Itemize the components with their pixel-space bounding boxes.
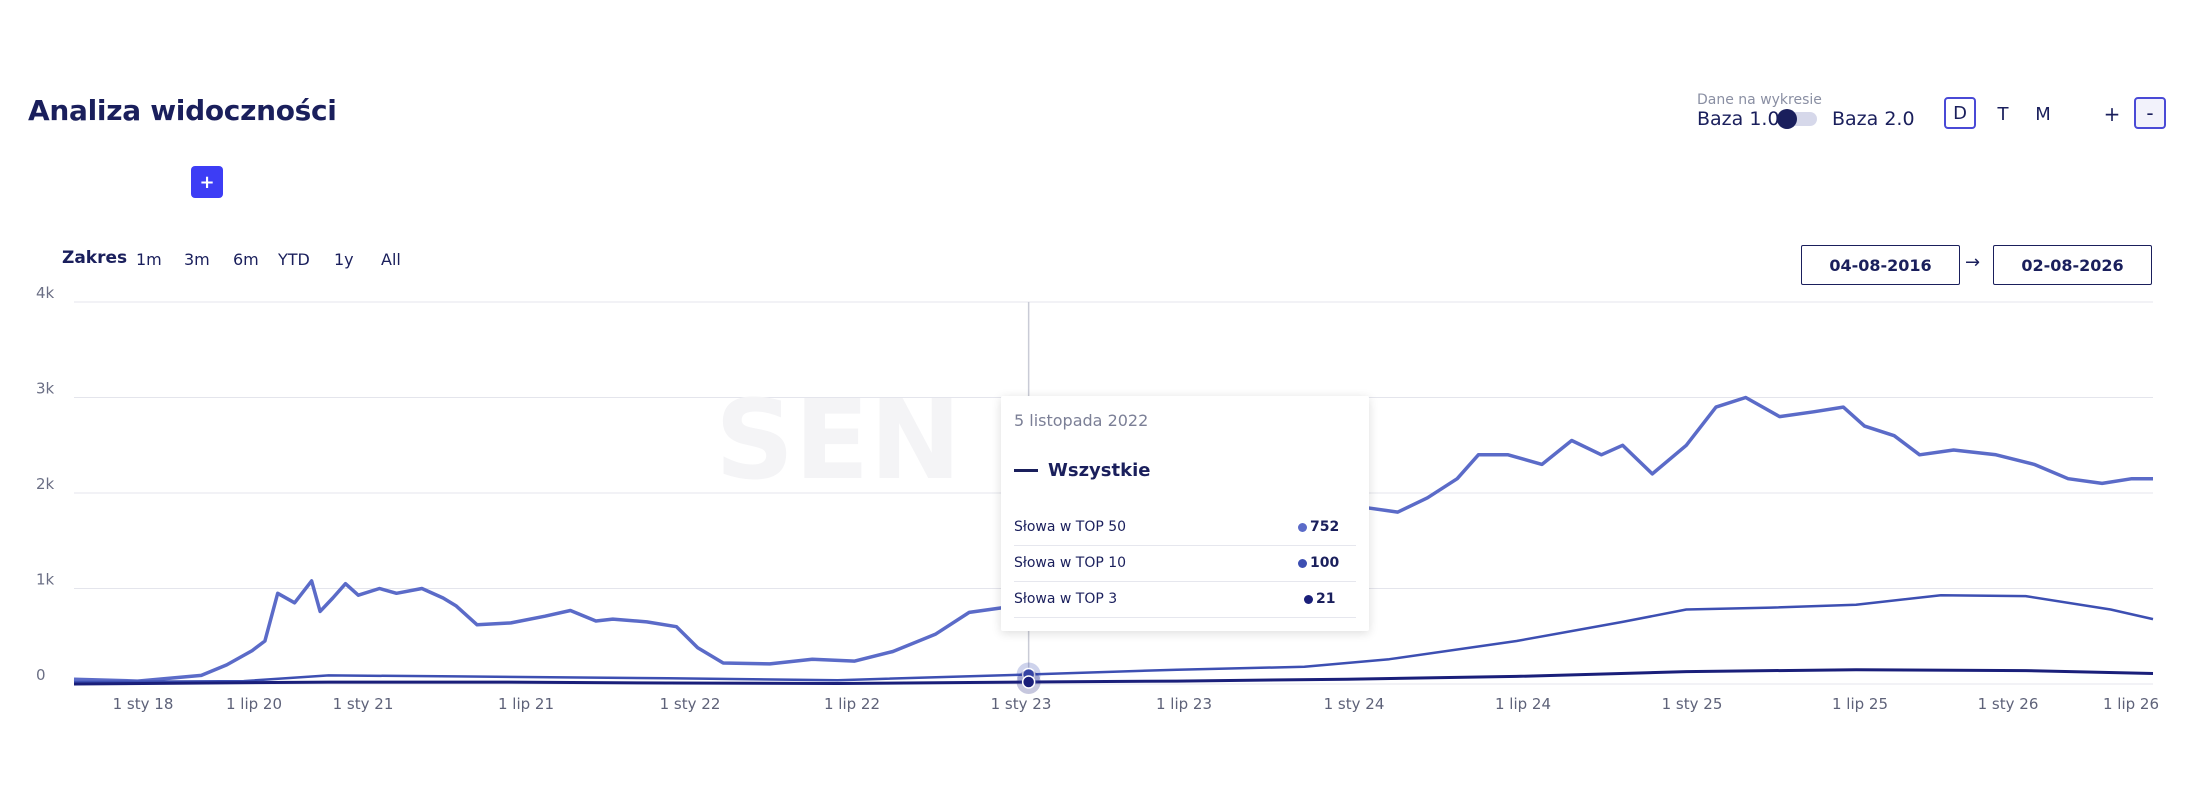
range-all-button[interactable]: All [381,250,401,269]
x-tick-label: 1 lip 24 [1495,695,1551,713]
series-line [73,593,2154,684]
range-6m-button[interactable]: 6m [233,250,259,269]
date-range-arrow: → [1965,252,1981,273]
chart-watermark: SEN [715,376,961,504]
tooltip-row: Słowa w TOP 10 100 [1014,545,1356,582]
x-tick-label: 1 lip 22 [824,695,880,713]
x-tick-label: 1 sty 24 [1324,695,1385,713]
tooltip-row-label: Słowa w TOP 10 [1014,555,1127,571]
series-line-icon [1014,469,1038,472]
x-tick-label: 1 sty 18 [113,695,174,713]
range-3m-button[interactable]: 3m [184,250,210,269]
tooltip-row-label: Słowa w TOP 50 [1014,519,1127,535]
x-tick-label: 1 lip 26 [2103,695,2159,713]
period-month-button[interactable]: M [2033,97,2053,131]
page-title: Analiza widoczności [28,94,337,127]
base-caption: Dane na wykresie [1697,92,1822,108]
tooltip-row-value: 21 [1316,591,1336,607]
y-tick-label: 1k [36,571,55,589]
x-tick-label: 1 lip 23 [1156,695,1212,713]
toggle-knob [1777,109,1797,129]
x-tick-label: 1 sty 21 [333,695,394,713]
tooltip-date: 5 listopada 2022 [1014,411,1149,430]
range-label: Zakres [62,248,128,268]
x-tick-label: 1 lip 21 [498,695,554,713]
x-axis-ticks: 1 sty 18 1 lip 20 1 sty 21 1 lip 21 1 sty 22… [113,695,2159,713]
x-tick-label: 1 sty 23 [991,695,1052,713]
add-button[interactable]: + [191,166,223,198]
base-2-label: Baza 2.0 [1832,108,1915,130]
tooltip-row: Słowa w TOP 3 21 [1014,581,1356,618]
range-ytd-button[interactable]: YTD [278,250,310,269]
period-week-button[interactable]: T [1994,97,2012,131]
chart-tooltip: 5 listopada 2022 Wszystkie Słowa w TOP 5… [1001,396,1369,631]
tooltip-row: Słowa w TOP 50 752 [1014,509,1356,546]
range-1m-button[interactable]: 1m [136,250,162,269]
y-tick-label: 0 [36,666,46,684]
y-axis-ticks: 0 1k 2k 3k 4k [36,284,55,684]
y-tick-label: 4k [36,284,55,302]
date-to-field[interactable]: 02-08-2026 [1993,245,2152,285]
tooltip-row-value: 100 [1310,555,1340,571]
period-day-button[interactable]: D [1944,97,1976,129]
base-toggle[interactable] [1777,109,1817,129]
y-tick-label: 2k [36,475,55,493]
base-1-label: Baza 1.0 [1697,108,1780,130]
series-dot-icon [1298,558,1307,568]
range-1y-button[interactable]: 1y [334,250,354,269]
zoom-in-button[interactable]: + [2104,97,2121,131]
y-tick-label: 3k [36,380,55,398]
tooltip-row-value: 752 [1310,519,1340,535]
marker-point [1021,675,1036,689]
zoom-out-button[interactable]: - [2134,97,2166,129]
x-tick-label: 1 sty 22 [660,695,721,713]
x-tick-label: 1 lip 20 [226,695,282,713]
x-tick-label: 1 sty 25 [1662,695,1723,713]
tooltip-series-header: Wszystkie [1014,460,1150,481]
series-line [73,668,2154,686]
tooltip-row-label: Słowa w TOP 3 [1014,591,1118,607]
series-dot-icon [1304,594,1313,604]
date-from-field[interactable]: 04-08-2016 [1801,245,1960,285]
x-tick-label: 1 sty 26 [1978,695,2039,713]
tooltip-series-name: Wszystkie [1048,460,1151,481]
series-dot-icon [1298,522,1307,532]
x-tick-label: 1 lip 25 [1832,695,1888,713]
